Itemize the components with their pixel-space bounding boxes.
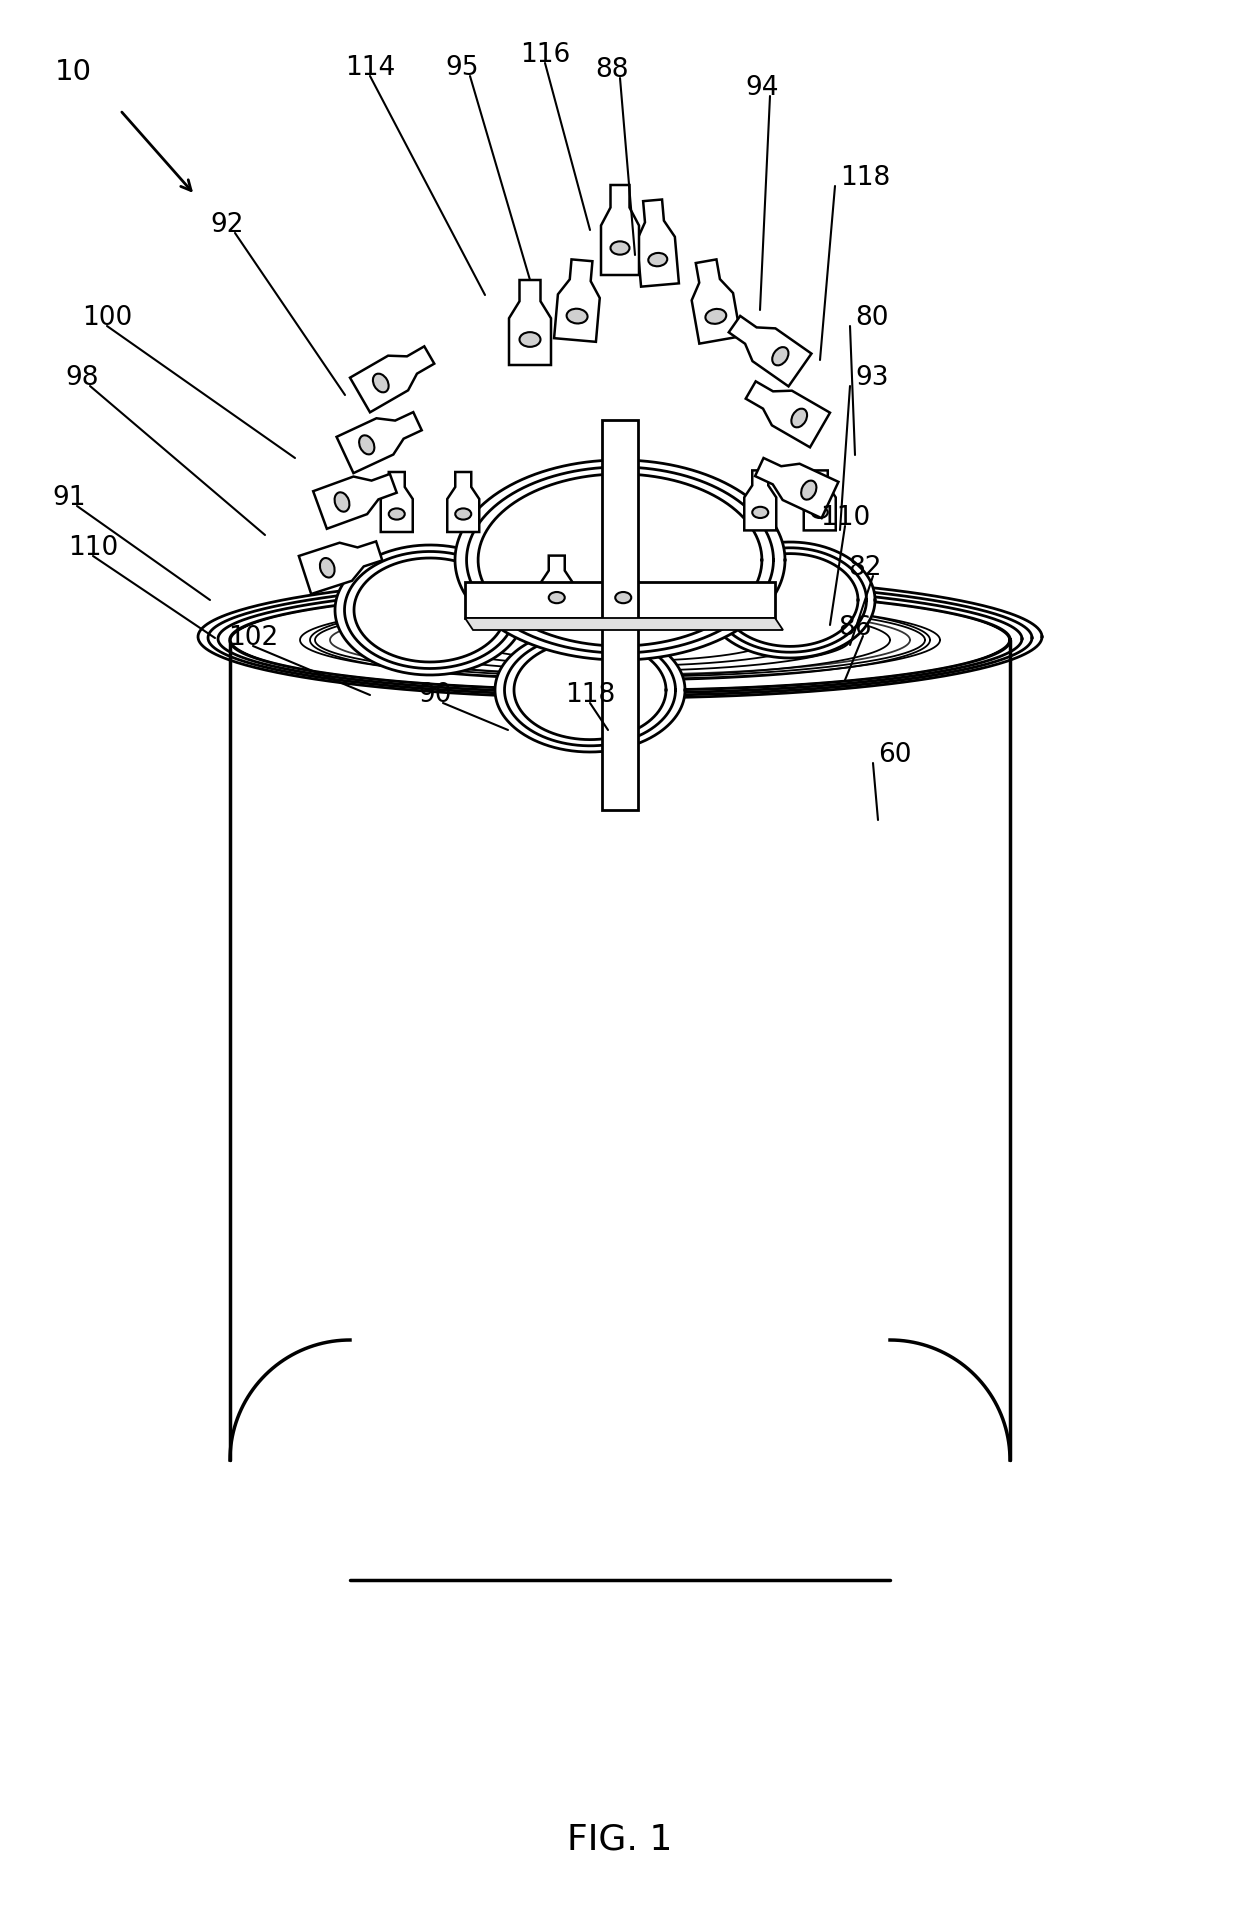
Text: 82: 82 — [848, 554, 882, 581]
Ellipse shape — [373, 373, 388, 392]
Polygon shape — [299, 541, 382, 594]
Polygon shape — [729, 316, 811, 387]
Polygon shape — [692, 259, 740, 343]
Text: 94: 94 — [745, 74, 779, 101]
Ellipse shape — [773, 347, 789, 366]
Polygon shape — [744, 471, 776, 530]
Ellipse shape — [791, 410, 807, 427]
Polygon shape — [350, 347, 434, 411]
Polygon shape — [637, 200, 680, 286]
Text: 110: 110 — [820, 505, 870, 531]
Polygon shape — [601, 185, 639, 274]
Polygon shape — [381, 472, 413, 531]
Polygon shape — [713, 549, 867, 652]
Text: 91: 91 — [52, 486, 86, 511]
Polygon shape — [455, 459, 785, 659]
Polygon shape — [722, 554, 858, 646]
Polygon shape — [229, 591, 1011, 690]
Ellipse shape — [649, 253, 667, 267]
Text: 80: 80 — [856, 305, 889, 331]
Text: FIG. 1: FIG. 1 — [568, 1823, 672, 1857]
Ellipse shape — [455, 509, 471, 520]
Ellipse shape — [549, 592, 564, 604]
Text: 88: 88 — [595, 57, 629, 84]
Polygon shape — [755, 457, 838, 518]
Text: 102: 102 — [228, 625, 278, 652]
Ellipse shape — [335, 491, 350, 512]
Polygon shape — [554, 259, 600, 341]
Polygon shape — [804, 471, 836, 530]
Polygon shape — [345, 552, 516, 669]
Polygon shape — [541, 556, 573, 615]
Ellipse shape — [706, 309, 727, 324]
Polygon shape — [508, 280, 551, 366]
Text: 95: 95 — [445, 55, 479, 82]
Ellipse shape — [812, 507, 828, 518]
Ellipse shape — [360, 436, 374, 455]
Text: 118: 118 — [839, 166, 890, 190]
Ellipse shape — [753, 507, 769, 518]
Text: 110: 110 — [68, 535, 118, 560]
Text: 118: 118 — [565, 682, 615, 709]
Ellipse shape — [320, 558, 335, 577]
Ellipse shape — [801, 480, 816, 499]
Ellipse shape — [389, 509, 404, 520]
Polygon shape — [335, 545, 525, 674]
Text: 60: 60 — [878, 743, 911, 768]
Text: 86: 86 — [838, 615, 872, 640]
Polygon shape — [601, 419, 639, 810]
Ellipse shape — [615, 592, 631, 604]
Text: 92: 92 — [210, 211, 243, 238]
Text: 10: 10 — [55, 57, 92, 86]
Polygon shape — [236, 592, 1004, 688]
Ellipse shape — [567, 309, 588, 324]
Ellipse shape — [520, 331, 541, 347]
Polygon shape — [479, 474, 761, 646]
Polygon shape — [229, 640, 1011, 1459]
Polygon shape — [515, 640, 666, 739]
Text: 114: 114 — [345, 55, 396, 82]
Polygon shape — [608, 556, 640, 615]
Text: 93: 93 — [856, 366, 889, 391]
Polygon shape — [505, 634, 676, 745]
Polygon shape — [336, 411, 422, 472]
Polygon shape — [465, 617, 782, 631]
Polygon shape — [466, 467, 774, 653]
Text: 90: 90 — [418, 682, 451, 709]
Polygon shape — [448, 472, 479, 531]
Polygon shape — [465, 583, 775, 617]
Polygon shape — [353, 558, 506, 663]
Polygon shape — [706, 543, 875, 657]
Polygon shape — [314, 474, 397, 530]
Polygon shape — [745, 381, 830, 448]
Text: 98: 98 — [64, 366, 98, 391]
Ellipse shape — [610, 242, 630, 255]
Text: 116: 116 — [520, 42, 570, 69]
Text: 100: 100 — [82, 305, 133, 331]
Polygon shape — [495, 629, 684, 752]
